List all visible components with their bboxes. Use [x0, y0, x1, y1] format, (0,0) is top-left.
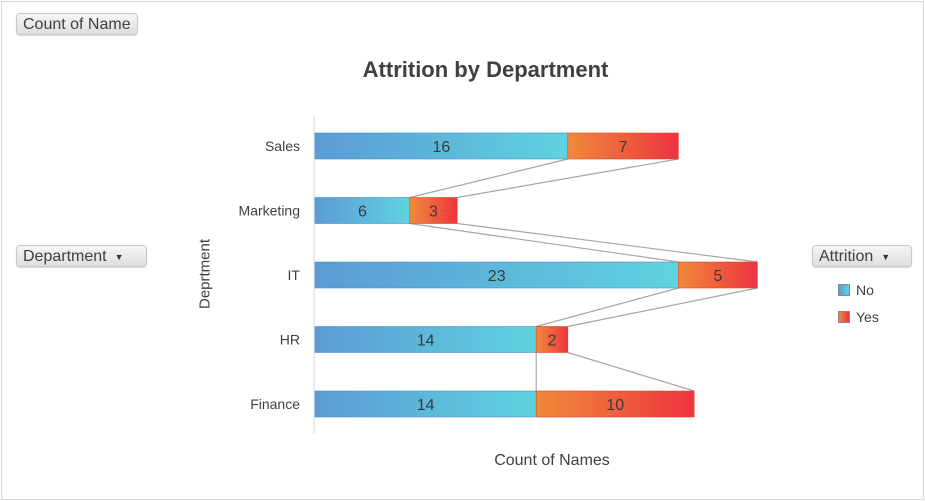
dropdown-arrow-icon[interactable]: ▼	[881, 252, 891, 262]
series-line	[567, 351, 695, 392]
series-line	[567, 287, 758, 328]
dropdown-arrow-icon[interactable]: ▼	[114, 252, 124, 262]
legend-swatch	[838, 311, 850, 323]
data-label: 14	[417, 333, 435, 350]
data-label: 7	[619, 139, 628, 156]
series-line	[457, 158, 679, 199]
category-label: Marketing	[239, 203, 300, 219]
data-label: 16	[433, 139, 451, 156]
department-field-button[interactable]: Department ▼	[16, 245, 147, 267]
data-label: 5	[713, 268, 722, 285]
department-field-label: Department	[23, 248, 107, 266]
bar-yes-finance[interactable]	[535, 390, 695, 418]
data-label: 6	[358, 204, 367, 221]
attrition-field-button[interactable]: Attrition ▼	[812, 245, 912, 267]
legend-item-no[interactable]: No	[838, 280, 879, 300]
bars: 16 7 6 3 23 5 14 2 14 10	[314, 132, 758, 418]
bar-yes-it[interactable]	[678, 261, 758, 289]
series-line	[409, 222, 679, 263]
data-label: 3	[429, 204, 438, 221]
category-label: HR	[280, 332, 300, 348]
legend-item-yes[interactable]: Yes	[838, 307, 879, 327]
count-of-name-label: Count of Name	[23, 16, 131, 33]
count-of-name-field-button[interactable]: Count of Name	[16, 13, 138, 35]
data-label: 14	[417, 397, 435, 414]
legend-swatch	[838, 284, 850, 296]
category-labels: Sales Marketing IT HR Finance	[239, 138, 301, 412]
legend-label: No	[856, 282, 874, 298]
legend-label: Yes	[856, 309, 879, 325]
category-label: Finance	[250, 396, 300, 412]
category-label: Sales	[265, 138, 300, 154]
legend: No Yes	[838, 280, 879, 334]
data-label: 2	[548, 333, 557, 350]
series-line	[457, 222, 758, 263]
series-line	[536, 287, 679, 328]
data-label: 23	[488, 268, 506, 285]
x-axis-title: Count of Names	[494, 452, 610, 469]
bar-no-finance[interactable]	[314, 390, 537, 418]
bar-no-sales[interactable]	[314, 132, 569, 160]
category-label: IT	[288, 267, 301, 283]
bar-yes-hr[interactable]	[535, 326, 569, 353]
attrition-field-label: Attrition	[819, 248, 874, 266]
bar-no-hr[interactable]	[314, 326, 537, 353]
series-lines	[409, 158, 758, 392]
series-line	[409, 158, 568, 199]
data-label: 10	[606, 397, 624, 414]
bar-yes-sales[interactable]	[567, 132, 679, 160]
chart-title: Attrition by Department	[362, 57, 609, 82]
bar-yes-marketing[interactable]	[409, 197, 458, 224]
